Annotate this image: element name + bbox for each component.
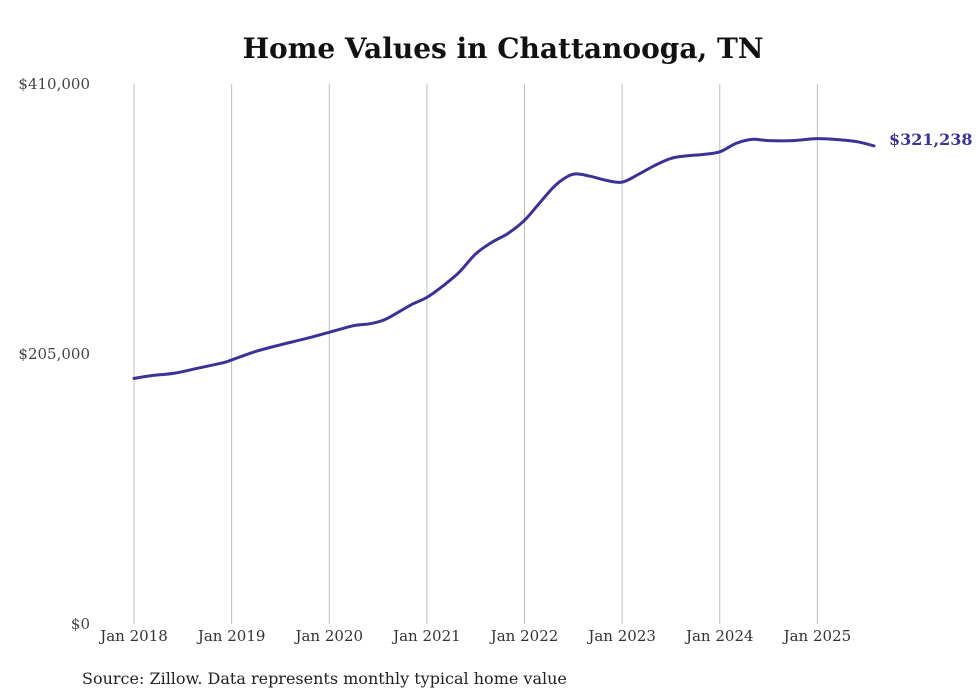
x-tick-label: Jan 2019	[196, 627, 266, 645]
series-line	[132, 137, 876, 380]
gridlines	[133, 84, 818, 624]
x-tick-label: Jan 2024	[684, 627, 754, 645]
x-tick-label: Jan 2023	[586, 627, 656, 645]
y-tick-label: $205,000	[18, 345, 90, 363]
series-layer: $321,238	[132, 130, 973, 380]
x-tick-label: Jan 2025	[782, 627, 852, 645]
source-note: Source: Zillow. Data represents monthly …	[82, 669, 567, 688]
x-tick-label: Jan 2022	[489, 627, 559, 645]
y-axis-ticks: $0 $205,000 $410,000	[18, 75, 90, 633]
y-tick-label: $0	[71, 615, 90, 633]
x-tick-label: Jan 2018	[98, 627, 168, 645]
y-tick-label: $410,000	[18, 75, 90, 93]
x-tick-label: Jan 2020	[293, 627, 363, 645]
chart-title: Home Values in Chattanooga, TN	[243, 32, 764, 65]
x-axis-ticks: Jan 2018 Jan 2019 Jan 2020 Jan 2021 Jan 2022…	[98, 627, 851, 645]
series-end-label: $321,238	[889, 130, 973, 149]
x-tick-label: Jan 2021	[391, 627, 461, 645]
